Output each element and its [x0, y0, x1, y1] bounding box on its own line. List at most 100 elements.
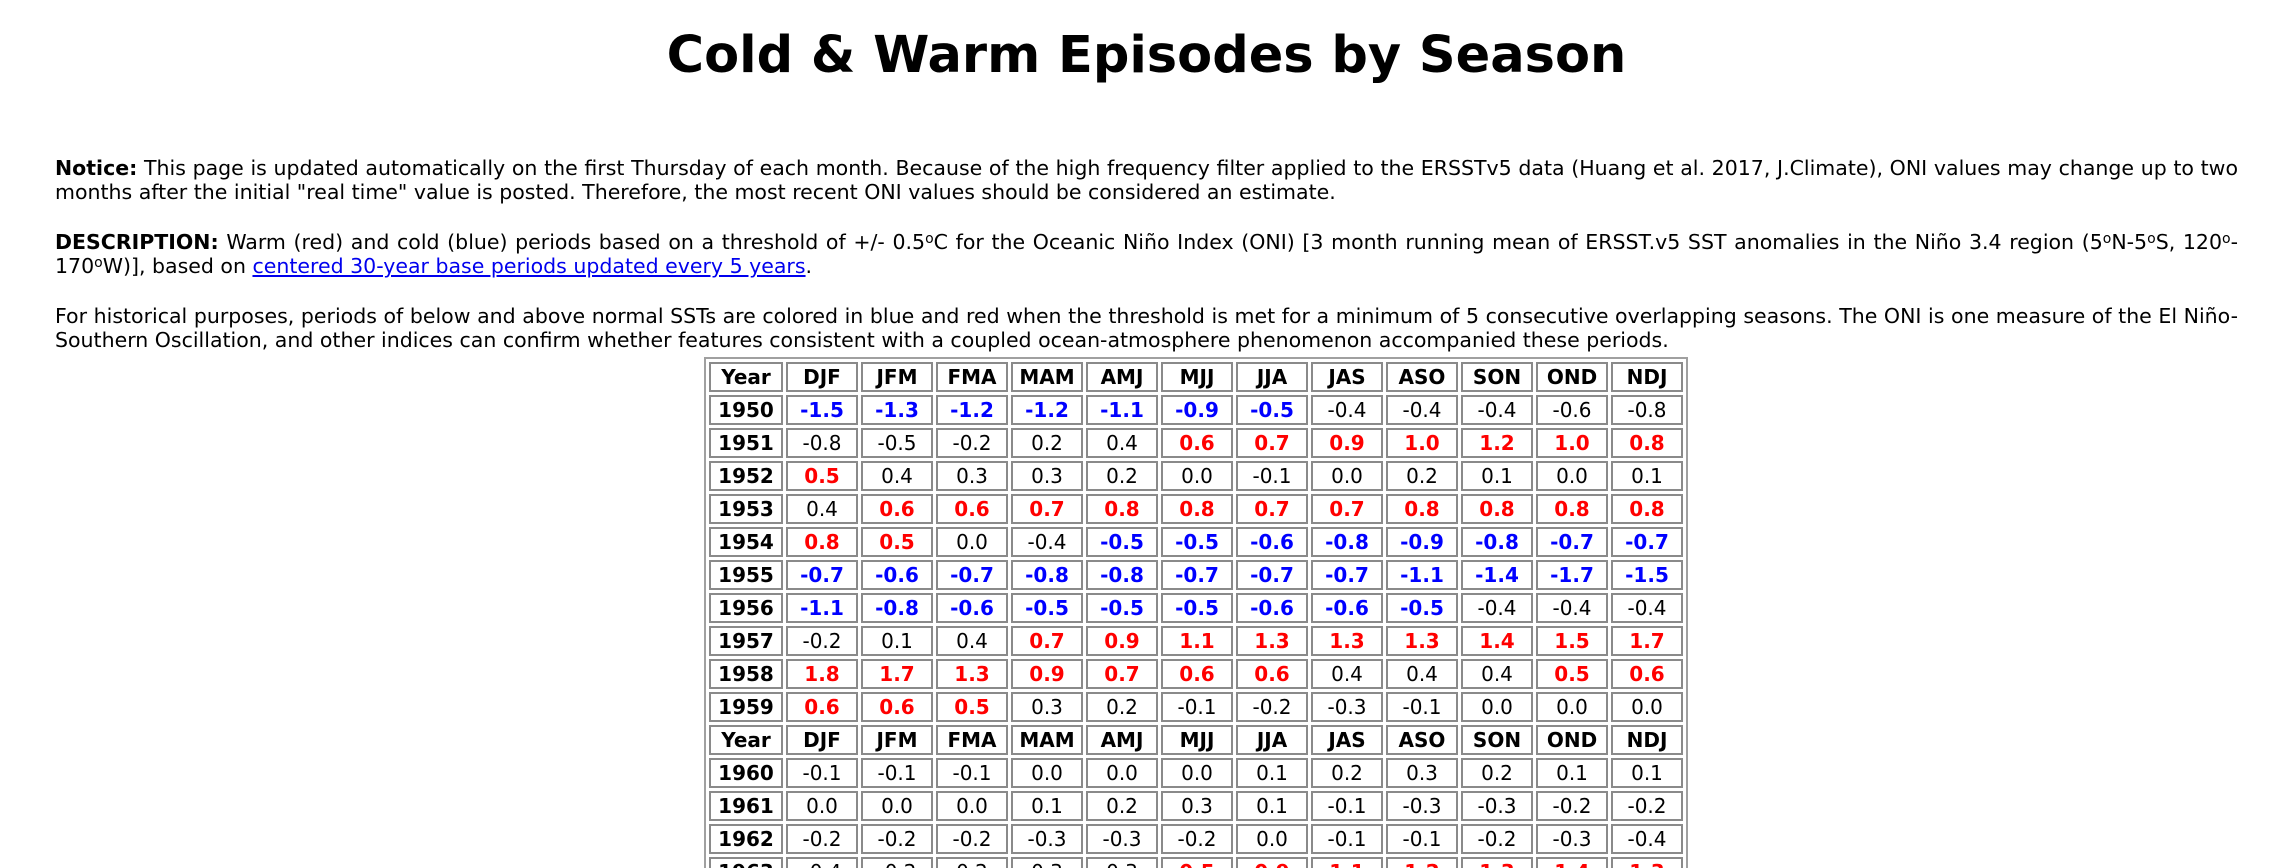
oni-value-cell: 0.2	[1086, 692, 1158, 722]
oni-value-cell: 1.7	[861, 659, 933, 689]
base-periods-link[interactable]: centered 30-year base periods updated ev…	[252, 254, 806, 278]
oni-value-cell: 0.3	[1011, 692, 1083, 722]
oni-value-cell: 1.1	[1161, 626, 1233, 656]
oni-value-cell: 1.2	[1461, 428, 1533, 458]
oni-value-cell: 1.5	[1536, 626, 1608, 656]
oni-table-container: Year DJF JFM FMA MAM AMJ MJJ JJA JAS ASO SON OND NDJ…	[704, 357, 1688, 868]
oni-table-body: Year DJF JFM FMA MAM AMJ MJJ JJA JAS ASO SON OND NDJ…	[709, 362, 1683, 868]
notice-label: Notice:	[55, 156, 138, 180]
oni-value-cell: 0.0	[1311, 461, 1383, 491]
oni-value-cell: -0.5	[1161, 593, 1233, 623]
oni-value-cell: -0.5	[1386, 593, 1458, 623]
oni-value-cell: -0.3	[1011, 824, 1083, 854]
oni-value-cell: 0.6	[1161, 659, 1233, 689]
column-header-year: Year	[709, 725, 783, 755]
year-cell: 1956	[709, 593, 783, 623]
oni-value-cell: 0.9	[1086, 626, 1158, 656]
table-row: 1960 -0.1 -0.1 -0.1 0.0 0.0 0.0 0.1 0.2 0.3 0.2 0.1…	[709, 758, 1683, 788]
oni-value-cell: -0.6	[1236, 527, 1308, 557]
description-paragraph: DESCRIPTION: Warm (red) and cold (blue) …	[55, 230, 2238, 278]
oni-value-cell: -0.8	[1311, 527, 1383, 557]
column-header-jas: JAS	[1311, 725, 1383, 755]
oni-value-cell: -0.4	[1461, 593, 1533, 623]
oni-value-cell: 1.0	[1386, 428, 1458, 458]
oni-value-cell: 0.0	[1161, 461, 1233, 491]
oni-value-cell: -1.2	[936, 395, 1008, 425]
oni-value-cell: 0.9	[1011, 659, 1083, 689]
oni-value-cell: -0.7	[1311, 560, 1383, 590]
oni-value-cell: 0.3	[1386, 758, 1458, 788]
oni-value-cell: -0.5	[861, 428, 933, 458]
year-cell: 1951	[709, 428, 783, 458]
oni-value-cell: -0.1	[936, 758, 1008, 788]
column-header-jja: JJA	[1236, 362, 1308, 392]
year-cell: 1962	[709, 824, 783, 854]
column-header-jas: JAS	[1311, 362, 1383, 392]
oni-value-cell: -0.6	[1536, 395, 1608, 425]
table-row: 1957 -0.2 0.1 0.4 0.7 0.9 1.1 1.3 1.3 1.3 1.4 1.5 1.…	[709, 626, 1683, 656]
oni-value-cell: 0.1	[861, 626, 933, 656]
oni-value-cell: -0.4	[1611, 593, 1683, 623]
oni-value-cell: 0.7	[1086, 659, 1158, 689]
oni-value-cell: 0.2	[1461, 758, 1533, 788]
oni-value-cell: 0.6	[936, 494, 1008, 524]
oni-value-cell: -0.2	[786, 626, 858, 656]
oni-value-cell: 0.2	[1386, 461, 1458, 491]
oni-value-cell: 0.8	[1386, 494, 1458, 524]
oni-value-cell: 0.9	[1236, 857, 1308, 868]
description-label: DESCRIPTION:	[55, 230, 219, 254]
oni-value-cell: -0.2	[1161, 824, 1233, 854]
oni-value-cell: 0.2	[1311, 758, 1383, 788]
oni-value-cell: 0.3	[1086, 857, 1158, 868]
oni-value-cell: 0.6	[1611, 659, 1683, 689]
oni-value-cell: 0.7	[1236, 494, 1308, 524]
year-cell: 1961	[709, 791, 783, 821]
oni-value-cell: 0.3	[1161, 791, 1233, 821]
oni-value-cell: -1.7	[1536, 560, 1608, 590]
table-row: 1950 -1.5 -1.3 -1.2 -1.2 -1.1 -0.9 -0.5 -0.4 -0.4…	[709, 395, 1683, 425]
table-row: 1959 0.6 0.6 0.5 0.3 0.2 -0.1 -0.2 -0.3 -0.1 0.0 0.…	[709, 692, 1683, 722]
oni-value-cell: 0.0	[786, 791, 858, 821]
oni-value-cell: 0.9	[1311, 428, 1383, 458]
oni-value-cell: -0.1	[1386, 824, 1458, 854]
oni-value-cell: 0.4	[786, 494, 858, 524]
year-cell: 1952	[709, 461, 783, 491]
degree-sign: o	[2222, 231, 2231, 247]
oni-value-cell: 0.2	[1086, 461, 1158, 491]
year-cell: 1959	[709, 692, 783, 722]
oni-value-cell: -0.4	[786, 857, 858, 868]
column-header-ond: OND	[1536, 362, 1608, 392]
oni-value-cell: -0.8	[1461, 527, 1533, 557]
oni-value-cell: 0.0	[936, 527, 1008, 557]
oni-value-cell: -0.8	[1611, 395, 1683, 425]
year-cell: 1955	[709, 560, 783, 590]
oni-table: Year DJF JFM FMA MAM AMJ MJJ JJA JAS ASO SON OND NDJ…	[704, 357, 1688, 868]
oni-value-cell: 0.3	[1011, 461, 1083, 491]
oni-value-cell: -0.3	[1086, 824, 1158, 854]
oni-value-cell: -0.1	[1161, 692, 1233, 722]
table-row: 1962 -0.2 -0.2 -0.2 -0.3 -0.3 -0.2 0.0 -0.1 -0.1-…	[709, 824, 1683, 854]
degree-sign: o	[2102, 231, 2112, 247]
oni-value-cell: 0.8	[1611, 428, 1683, 458]
oni-value-cell: 0.0	[936, 791, 1008, 821]
year-cell: 1950	[709, 395, 783, 425]
column-header-ndj: NDJ	[1611, 725, 1683, 755]
oni-value-cell: -0.2	[1536, 791, 1608, 821]
column-header-jfm: JFM	[861, 362, 933, 392]
oni-value-cell: 0.7	[1236, 428, 1308, 458]
description-text-f: W)], based on	[102, 254, 253, 278]
description-text-e: -170	[55, 230, 2238, 278]
oni-value-cell: -0.7	[786, 560, 858, 590]
oni-value-cell: -0.2	[936, 428, 1008, 458]
column-header-mam: MAM	[1011, 725, 1083, 755]
oni-value-cell: 0.6	[861, 494, 933, 524]
column-header-fma: FMA	[936, 725, 1008, 755]
oni-value-cell: -0.8	[786, 428, 858, 458]
oni-value-cell: 0.4	[861, 461, 933, 491]
oni-value-cell: -1.1	[786, 593, 858, 623]
oni-value-cell: 1.1	[1311, 857, 1383, 868]
oni-value-cell: 0.0	[1536, 461, 1608, 491]
oni-value-cell: -0.6	[936, 593, 1008, 623]
historical-note: For historical purposes, periods of belo…	[55, 304, 2238, 352]
